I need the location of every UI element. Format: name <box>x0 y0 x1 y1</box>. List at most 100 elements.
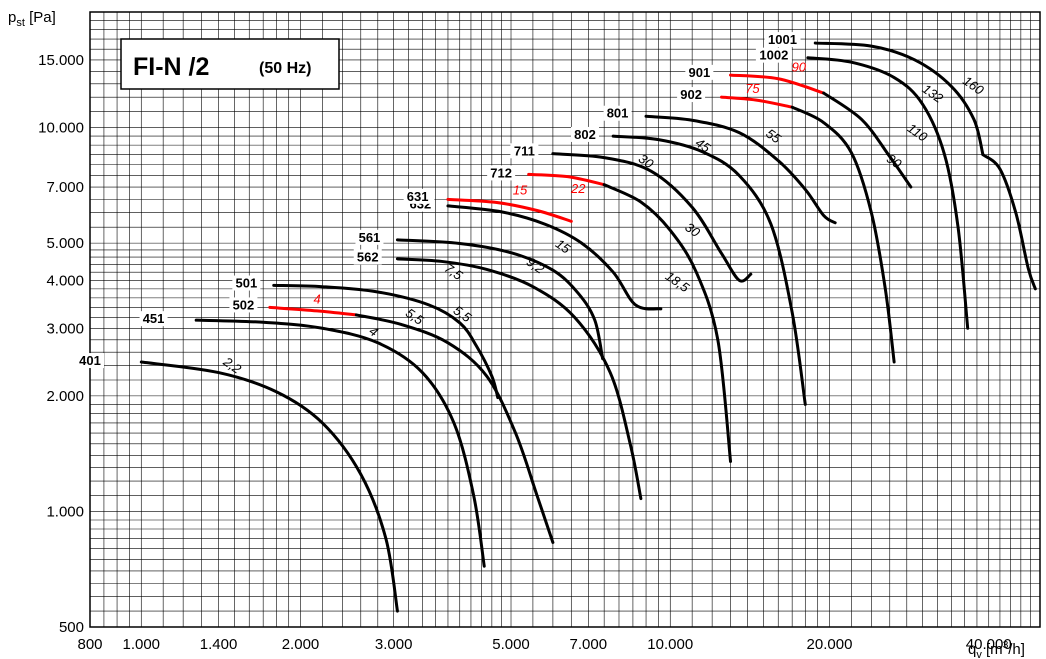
curve-label: 562 <box>357 249 379 264</box>
power-label: 22 <box>570 181 586 196</box>
power-label: 132 <box>920 81 947 106</box>
x-axis-label-unit-sup: 3 <box>1003 640 1009 651</box>
y-axis-label-main: p <box>8 9 16 26</box>
y-axis-label-unit: [Pa] <box>25 9 56 26</box>
power-label: 90 <box>792 59 807 74</box>
x-tick-label: 1.000 <box>122 636 160 653</box>
curve-401 <box>139 360 399 613</box>
curve-1001-tail <box>981 153 1037 291</box>
y-tick-label: 500 <box>59 619 84 636</box>
curve-502 <box>268 305 358 317</box>
curve-label-bg <box>353 249 382 265</box>
curve-label-bg <box>355 229 384 245</box>
power-label: 4 <box>314 292 321 307</box>
y-tick-label: 3.000 <box>46 320 84 337</box>
curve-901 <box>729 73 826 95</box>
curve-502 <box>354 313 555 545</box>
curve-label: 451 <box>143 311 165 326</box>
curve-label-bg <box>603 105 632 121</box>
power-label: 15 <box>513 182 528 197</box>
plot-frame <box>89 11 1041 628</box>
x-tick-label: 2.000 <box>282 636 320 653</box>
curve-label-bg <box>76 353 104 369</box>
curve-562 <box>395 257 643 501</box>
curve-label-bg <box>139 311 168 327</box>
curve-label: 1001 <box>768 32 797 47</box>
x-tick-label: 3.000 <box>375 636 413 653</box>
x-tick-label: 20.000 <box>807 636 853 653</box>
curve-label-bg <box>571 126 600 142</box>
curve-label: 801 <box>607 106 629 121</box>
y-tick-label: 2.000 <box>46 388 84 405</box>
curve-label: 901 <box>688 65 710 80</box>
curve-label-bg <box>229 297 258 313</box>
x-tick-label: 7.000 <box>570 636 608 653</box>
curve-label: 502 <box>233 297 255 312</box>
title-box <box>120 38 340 90</box>
curve-labels: 4014515025015625616326317127118028019029… <box>76 32 801 369</box>
power-label: 55 <box>763 126 784 147</box>
power-label: 110 <box>905 120 931 145</box>
curve-label: 711 <box>514 143 535 158</box>
curve-label: 802 <box>574 127 596 142</box>
power-label: 30 <box>636 151 657 172</box>
x-axis-label-unit-pre: [m <box>982 641 1003 658</box>
curve-1002 <box>806 56 970 330</box>
y-axis-label-sub: st <box>16 17 25 29</box>
x-axis-label-main: q <box>968 641 976 658</box>
y-tick-label: 7.000 <box>46 179 84 196</box>
y-axis-label: pst [Pa] <box>8 9 56 29</box>
y-tick-labels: 500 1.000 2.000 3.000 4.000 5.000 7.000 10.000 1… <box>38 52 84 636</box>
curve-label-bg <box>510 143 539 159</box>
curve-451 <box>194 318 486 568</box>
power-label: 15 <box>553 236 574 257</box>
curve-632 <box>446 204 663 311</box>
x-tick-label: 1.400 <box>200 636 238 653</box>
power-label: 30 <box>682 219 703 240</box>
curve-712 <box>527 172 606 187</box>
curve-501 <box>272 283 500 400</box>
curve-label-bg <box>685 64 714 80</box>
x-axis-label: qv [m3/h] <box>968 640 1025 659</box>
chart-title: FI-N /2 <box>133 53 209 81</box>
y-tick-label: 1.000 <box>46 503 84 520</box>
x-tick-label: 800 <box>77 636 102 653</box>
curve-902 <box>720 95 794 109</box>
power-label: 45 <box>693 135 714 156</box>
curve-902 <box>790 105 896 364</box>
curve-label-bg <box>403 188 432 204</box>
curve-711 <box>551 152 753 283</box>
curve-label: 902 <box>680 87 702 102</box>
curve-label-bg <box>232 275 261 291</box>
curve-label-bg <box>677 87 706 103</box>
curve-1001 <box>813 41 985 157</box>
y-tick-label: 10.000 <box>38 120 84 137</box>
x-tick-label: 10.000 <box>647 636 693 653</box>
curve-901 <box>822 91 913 189</box>
x-axis-label-unit-post: /h] <box>1008 641 1025 658</box>
curve-label: 1002 <box>759 48 788 63</box>
curve-712 <box>602 183 733 463</box>
curve-801 <box>644 114 837 225</box>
curve-label-bg <box>487 165 516 181</box>
curve-631 <box>446 197 573 223</box>
power-label: 75 <box>745 81 760 96</box>
curve-label: 401 <box>79 353 101 368</box>
curve-label: 501 <box>236 276 258 291</box>
chart-subtitle: (50 Hz) <box>259 60 311 77</box>
curve-label: 631 <box>407 189 429 204</box>
y-tick-label: 4.000 <box>46 272 84 289</box>
curve-802 <box>611 134 807 406</box>
power-label: 4 <box>366 323 381 339</box>
curve-561 <box>395 238 605 361</box>
curve-label: 561 <box>359 230 381 245</box>
grid <box>89 11 1041 628</box>
curve-label-bg <box>764 32 801 48</box>
fan-curves <box>139 41 1037 613</box>
y-tick-label: 15.000 <box>38 52 84 69</box>
curve-label-bg <box>755 47 792 63</box>
x-tick-label: 40.000 <box>966 636 1012 653</box>
x-tick-label: 5.000 <box>492 636 530 653</box>
